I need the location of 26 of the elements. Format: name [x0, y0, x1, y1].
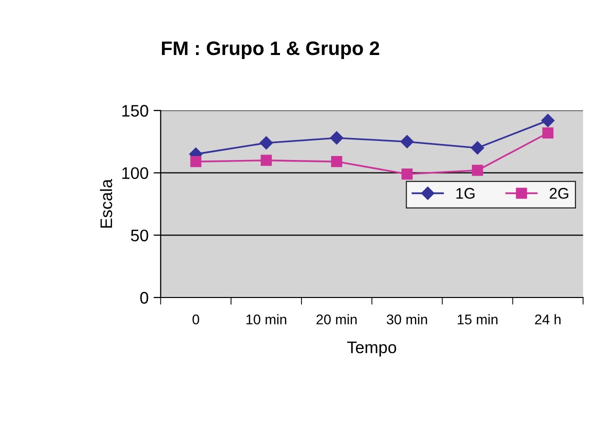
x-axis-title: Tempo: [347, 342, 396, 357]
x-tick-label: 20 min: [316, 314, 357, 324]
x-tick-label: 0: [192, 314, 200, 324]
x-tick-label: 30 min: [386, 314, 428, 324]
point: [331, 156, 342, 168]
y-axis-title: Escala: [100, 178, 112, 228]
x-tick-label: 24 h: [535, 314, 561, 324]
x-tick-label: 10 min: [246, 314, 286, 324]
y-tick-label: 0: [140, 292, 148, 304]
y-tick-label: 100: [122, 167, 148, 180]
point: [541, 114, 554, 128]
point: [190, 156, 202, 168]
point: [260, 136, 273, 150]
point: [542, 127, 554, 138]
y-tick-label: 50: [130, 230, 148, 242]
y-tick-label: 150: [122, 104, 148, 117]
legend-label: 2G: [550, 188, 568, 199]
point: [330, 131, 344, 145]
point: [260, 154, 272, 166]
chart-title: FM : Grupo 1 & Grupo 2: [162, 41, 380, 59]
x-tick-label: 15 min: [458, 314, 498, 324]
legend-label: 1G: [456, 188, 474, 199]
point: [400, 135, 414, 148]
point: [472, 164, 484, 176]
point: [402, 168, 413, 180]
point: [470, 141, 484, 154]
